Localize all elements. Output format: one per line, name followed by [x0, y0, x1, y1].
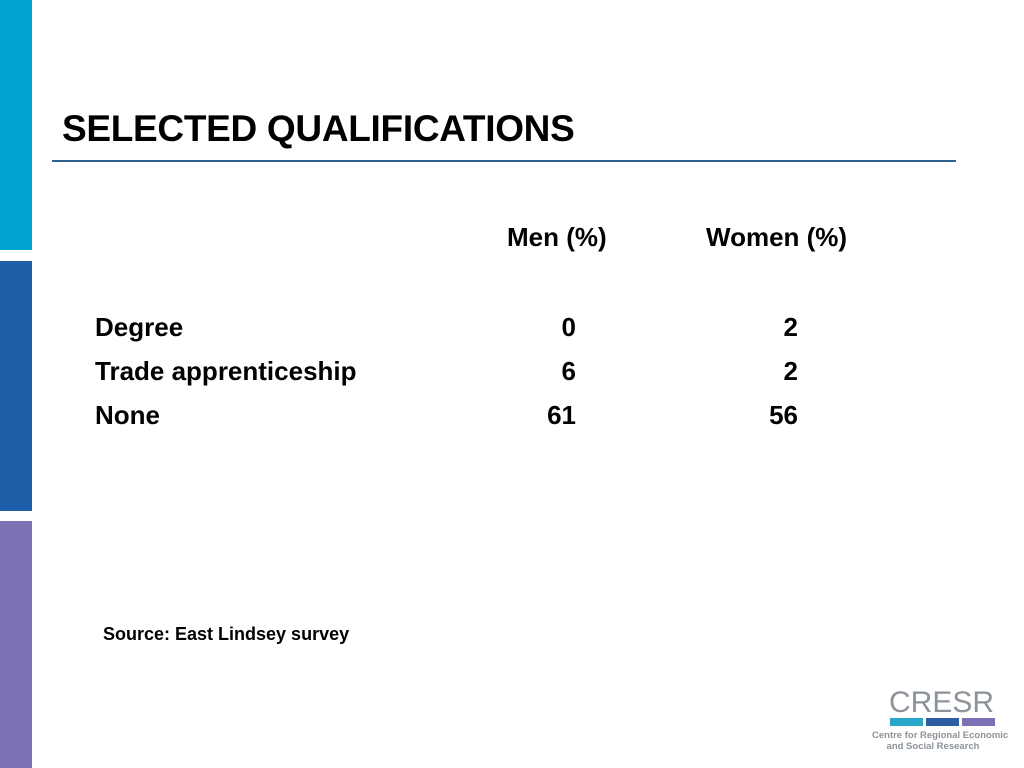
cell-men: 61: [547, 400, 576, 430]
logo-subtitle-line2: and Social Research: [886, 741, 980, 752]
cell-men: 0: [561, 312, 576, 342]
logo-stripe: [926, 718, 959, 726]
slide-title: SELECTED QUALIFICATIONS: [62, 108, 575, 149]
row-label: Degree: [95, 312, 184, 342]
logo-wordmark: CRESR: [889, 686, 995, 719]
cell-women: 56: [769, 400, 798, 430]
logo-stripe: [890, 718, 923, 726]
accent-bar-top: [0, 0, 32, 250]
logo-subtitle-line1: Centre for Regional Economic: [872, 730, 1009, 741]
source-note: Source: East Lindsey survey: [103, 624, 350, 644]
accent-bar-bottom: [0, 521, 32, 768]
cell-women: 2: [783, 356, 798, 386]
title-divider: [52, 160, 956, 162]
cresr-logo: CRESR Centre for Regional Economic and S…: [872, 686, 1009, 753]
cell-women: 2: [783, 312, 798, 342]
logo-stripe: [962, 718, 995, 726]
accent-bar-middle: [0, 261, 32, 511]
cell-men: 6: [561, 356, 576, 386]
column-header-women: Women (%): [706, 222, 848, 252]
column-header-men: Men (%): [507, 222, 607, 252]
row-label: Trade apprenticeship: [95, 356, 357, 386]
row-label: None: [95, 400, 160, 430]
